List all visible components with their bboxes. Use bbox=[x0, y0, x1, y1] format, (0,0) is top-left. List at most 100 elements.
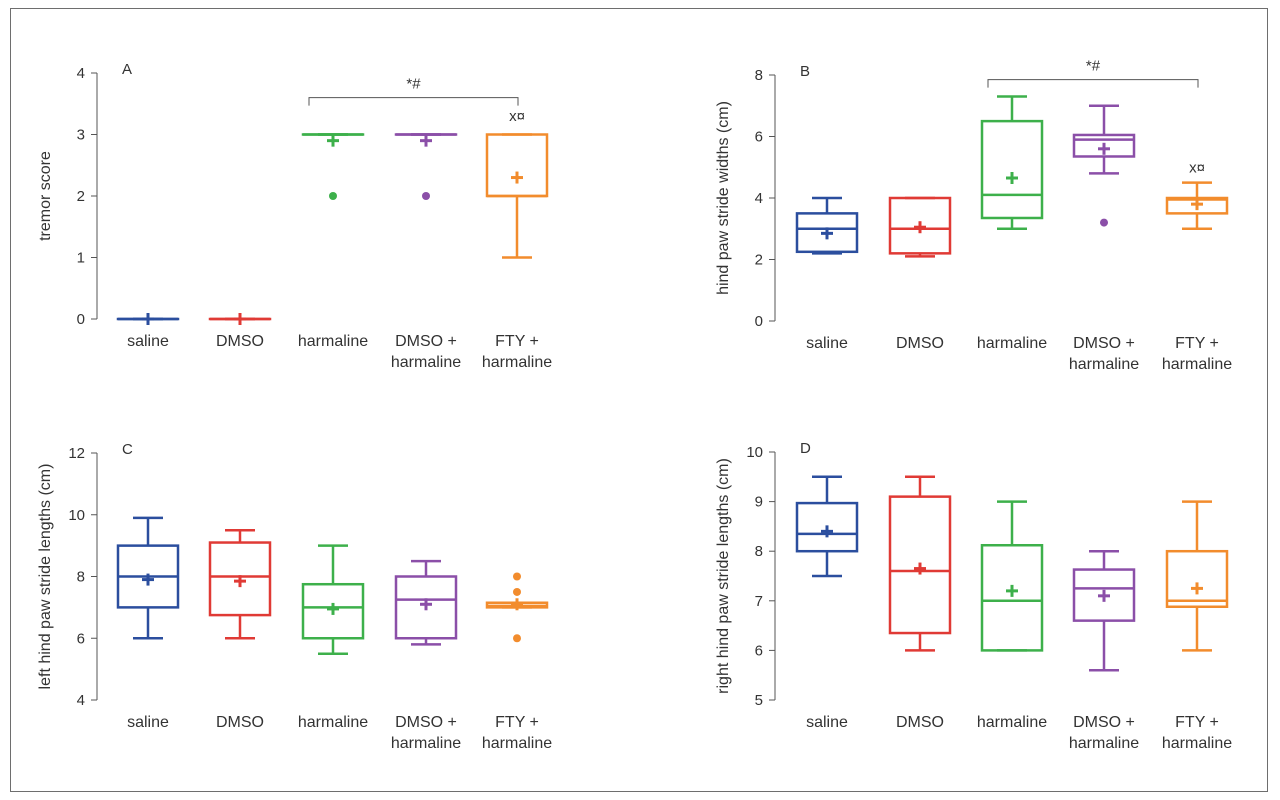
x-category-label: harmaline bbox=[391, 735, 461, 752]
annotation-label: x¤ bbox=[509, 108, 525, 125]
x-category-label: harmaline bbox=[1069, 735, 1139, 752]
panel-label: B bbox=[800, 63, 810, 80]
box-4 bbox=[485, 133, 549, 259]
x-category-label: harmaline bbox=[1162, 735, 1232, 752]
y-tick-label: 0 bbox=[755, 313, 763, 330]
panel-c: 4 6 8 10 12 left hind paw stride lengths (cm)… bbox=[37, 441, 552, 752]
panel-label: D bbox=[800, 440, 811, 457]
y-tick-label: 0 bbox=[77, 311, 85, 328]
x-category-label: harmaline bbox=[1069, 356, 1139, 373]
x-category-label: DMSO bbox=[896, 714, 944, 731]
x-category-label: harmaline bbox=[298, 714, 368, 731]
outlier-point bbox=[329, 192, 337, 200]
y-tick-label: 4 bbox=[77, 65, 85, 82]
y-tick-label: 6 bbox=[755, 129, 763, 146]
box-0 bbox=[116, 313, 180, 325]
significance-bracket bbox=[308, 97, 519, 106]
y-axis-label: left hind paw stride lengths (cm) bbox=[37, 464, 54, 690]
x-category-label: DMSO + bbox=[395, 333, 457, 350]
y-tick-label: 10 bbox=[68, 507, 85, 524]
x-category-label: saline bbox=[127, 333, 169, 350]
x-category-label: DMSO + bbox=[1073, 714, 1135, 731]
iqr-box bbox=[795, 212, 859, 254]
x-category-label: harmaline bbox=[1162, 356, 1232, 373]
y-tick-label: 7 bbox=[755, 593, 763, 610]
x-category-label: saline bbox=[127, 714, 169, 731]
outlier-point bbox=[1100, 218, 1108, 227]
y-tick-label: 8 bbox=[755, 543, 763, 560]
x-category-label: DMSO + bbox=[1073, 335, 1135, 352]
iqr-box bbox=[980, 119, 1044, 220]
box-3 bbox=[1072, 549, 1136, 672]
y-axis-label: tremor score bbox=[37, 151, 54, 241]
y-tick-label: 4 bbox=[755, 190, 763, 207]
x-category-label: FTY + bbox=[495, 714, 539, 731]
y-tick-label: 2 bbox=[77, 188, 85, 205]
box-1 bbox=[208, 528, 272, 640]
x-category-label: DMSO bbox=[216, 714, 264, 731]
box-4 bbox=[1165, 500, 1229, 652]
iqr-box bbox=[1072, 568, 1136, 622]
y-tick-label: 1 bbox=[77, 250, 85, 267]
x-category-label: harmaline bbox=[977, 714, 1047, 731]
panel-d: 5 6 7 8 9 10 right hind paw stride lengths (cm… bbox=[715, 440, 1232, 752]
y-tick-label: 2 bbox=[755, 252, 763, 269]
iqr-box bbox=[888, 495, 952, 635]
iqr-box bbox=[301, 582, 365, 640]
box-2 bbox=[980, 500, 1044, 652]
box-3 bbox=[394, 133, 458, 200]
y-tick-label: 4 bbox=[77, 692, 85, 709]
annotation-label: x¤ bbox=[1189, 159, 1205, 176]
y-tick-label: 9 bbox=[755, 494, 763, 511]
y-axis-label: hind paw stride widths (cm) bbox=[715, 101, 732, 295]
y-tick-label: 8 bbox=[77, 569, 85, 586]
iqr-box bbox=[485, 133, 549, 198]
y-tick-label: 6 bbox=[77, 630, 85, 647]
box-2 bbox=[301, 544, 365, 655]
box-4 bbox=[485, 572, 549, 643]
outlier-point bbox=[513, 572, 521, 581]
box-2 bbox=[301, 133, 365, 200]
outlier-point bbox=[513, 634, 521, 643]
iqr-box bbox=[980, 543, 1044, 652]
iqr-box bbox=[394, 575, 458, 640]
x-category-label: harmaline bbox=[482, 735, 552, 752]
iqr-box bbox=[888, 196, 952, 255]
x-category-label: saline bbox=[806, 335, 848, 352]
box-0 bbox=[795, 196, 859, 255]
x-category-label: DMSO + bbox=[395, 714, 457, 731]
iqr-box bbox=[1165, 196, 1229, 215]
significance-label: *# bbox=[1086, 58, 1101, 75]
box-0 bbox=[795, 475, 859, 578]
box-3 bbox=[1072, 104, 1136, 227]
y-tick-label: 6 bbox=[755, 642, 763, 659]
x-category-label: DMSO bbox=[896, 335, 944, 352]
significance-label: *# bbox=[406, 76, 421, 93]
box-1 bbox=[888, 196, 952, 258]
panel-label: A bbox=[122, 61, 132, 78]
outlier-point bbox=[513, 587, 521, 596]
x-category-label: FTY + bbox=[1175, 714, 1219, 731]
iqr-box bbox=[1072, 133, 1136, 158]
x-category-label: DMSO bbox=[216, 333, 264, 350]
x-category-label: harmaline bbox=[391, 354, 461, 371]
y-tick-label: 3 bbox=[77, 127, 85, 144]
x-category-label: FTY + bbox=[495, 333, 539, 350]
iqr-box bbox=[1165, 549, 1229, 609]
y-tick-label: 8 bbox=[755, 67, 763, 84]
box-0 bbox=[116, 516, 180, 640]
x-category-label: harmaline bbox=[977, 335, 1047, 352]
x-category-label: harmaline bbox=[482, 354, 552, 371]
box-4 bbox=[1165, 181, 1229, 230]
y-tick-label: 10 bbox=[746, 444, 763, 461]
box-2 bbox=[980, 95, 1044, 230]
box-1 bbox=[208, 313, 272, 325]
x-category-label: FTY + bbox=[1175, 335, 1219, 352]
x-category-label: harmaline bbox=[298, 333, 368, 350]
iqr-box bbox=[795, 501, 859, 553]
iqr-box bbox=[208, 541, 272, 617]
significance-bracket bbox=[987, 79, 1199, 88]
